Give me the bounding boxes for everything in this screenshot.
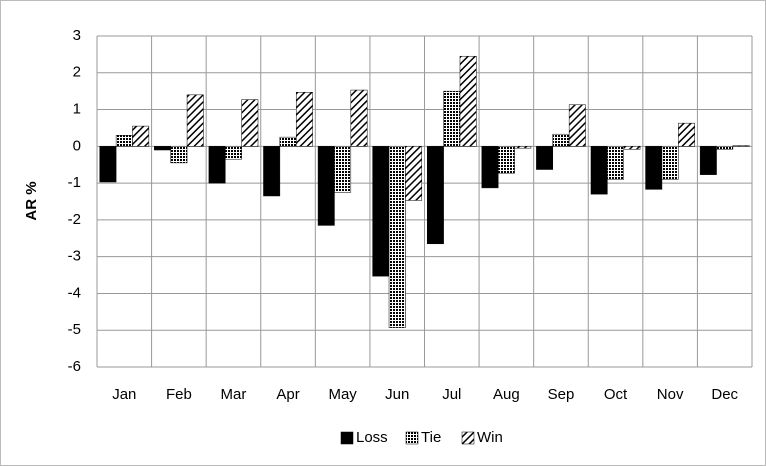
x-tick-label: Nov	[657, 386, 684, 403]
legend-swatch	[405, 431, 419, 445]
x-tick-label: Jun	[385, 386, 409, 403]
bar	[225, 146, 242, 160]
legend-label: Win	[477, 429, 503, 446]
y-tick-label: 2	[73, 64, 81, 81]
x-tick-label: Oct	[604, 386, 628, 403]
bar	[132, 125, 150, 147]
x-tick-label: May	[328, 386, 357, 403]
bar	[514, 146, 532, 149]
legend-label: Tie	[421, 429, 441, 446]
legend-swatch	[461, 431, 475, 445]
y-tick-label: -3	[68, 248, 81, 265]
x-tick-label: Aug	[493, 386, 520, 403]
y-tick-label: 0	[73, 137, 81, 154]
y-tick-label: -6	[68, 358, 81, 375]
bar	[568, 104, 586, 147]
x-tick-label: Mar	[221, 386, 247, 403]
x-tick-label: Jul	[442, 386, 461, 403]
bar	[241, 99, 259, 147]
bar	[459, 55, 477, 147]
bar	[154, 146, 171, 151]
bar	[372, 146, 390, 277]
y-tick-label: -4	[68, 284, 81, 301]
y-tick-label: -1	[68, 174, 81, 191]
bar	[443, 90, 461, 147]
bar	[623, 146, 641, 150]
bar	[732, 145, 750, 147]
bar	[279, 136, 297, 147]
bar	[497, 146, 515, 174]
x-tick-label: Sep	[548, 386, 575, 403]
bar	[186, 94, 204, 147]
bar	[334, 146, 352, 193]
x-tick-label: Jan	[112, 386, 136, 403]
bar	[115, 135, 133, 147]
bar	[661, 146, 679, 180]
bar	[263, 146, 281, 197]
legend-swatch	[340, 431, 354, 445]
bar	[170, 146, 188, 164]
bar	[208, 146, 226, 184]
bar	[552, 133, 570, 147]
y-tick-label: 1	[73, 101, 81, 118]
legend-label: Loss	[356, 429, 388, 446]
bar	[590, 146, 608, 195]
bar	[317, 146, 335, 226]
x-tick-label: Apr	[276, 386, 299, 403]
bar	[481, 146, 499, 189]
y-tick-label: 3	[73, 27, 81, 44]
bar	[99, 146, 117, 183]
x-tick-label: Feb	[166, 386, 192, 403]
y-tick-label: -2	[68, 211, 81, 228]
bar	[388, 146, 406, 328]
bar	[716, 146, 734, 150]
y-axis-label: AR %	[23, 181, 40, 220]
y-tick-label: -5	[68, 321, 81, 338]
bar	[536, 146, 554, 170]
bar	[678, 122, 695, 147]
bar	[350, 89, 368, 147]
bar	[645, 146, 663, 190]
bar	[699, 146, 717, 175]
bar	[426, 146, 444, 245]
bar	[607, 146, 624, 180]
bar	[295, 92, 313, 147]
bar	[405, 146, 423, 201]
x-tick-label: Dec	[711, 386, 738, 403]
